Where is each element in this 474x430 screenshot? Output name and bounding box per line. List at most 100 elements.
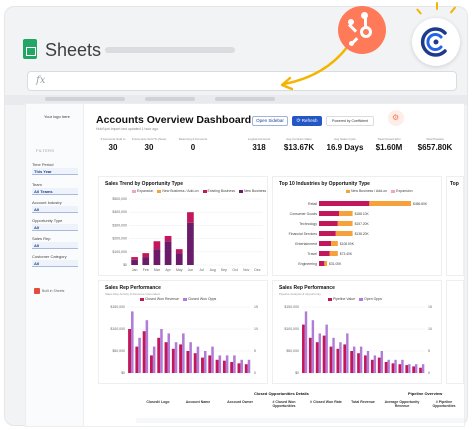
dashboard: Your logo here FILTERS Time Period This …: [26, 104, 464, 426]
table-header-cell: Average Opportunity Revenue: [384, 400, 420, 408]
value-label: $31.00K: [329, 262, 342, 266]
y2-tick-label: 0: [428, 371, 430, 375]
revenue-bar: [343, 344, 347, 373]
legend-swatch: [157, 189, 162, 193]
filter-label: Opportunity Type: [32, 218, 63, 223]
revenue-bar: [370, 359, 374, 373]
x-tick-label: Dec: [254, 268, 260, 272]
arrow-line: [282, 44, 350, 86]
legend-swatch: [346, 189, 350, 193]
app-title: Sheets: [45, 40, 102, 60]
bar-segment: [319, 231, 336, 236]
filter-sales-rep[interactable]: Sales Rep All: [32, 236, 78, 249]
revenue-bar: [128, 329, 132, 373]
pipeline-performance-chart: $0 0 $50,000 5 $100,000 10 $150,000 15: [284, 305, 432, 375]
opps-bar: [394, 359, 397, 373]
revenue-bar: [419, 367, 422, 373]
legend-swatch: [238, 189, 243, 193]
hubspot-node: [348, 19, 354, 25]
filter-customer-category[interactable]: Customer Category All: [32, 254, 78, 267]
table-header-cell: # Pipeline Opportunities: [432, 400, 456, 408]
filter-opportunity-type[interactable]: Opportunity Type All: [32, 218, 78, 231]
filter-value[interactable]: All: [32, 260, 78, 267]
revenue-bar: [364, 355, 367, 373]
kpi-row: # Accounts Sold to 30 # Accounts Sold To …: [90, 137, 462, 161]
x-tick-label: Jul: [199, 268, 204, 272]
kpi-label: Total Pipeline: [426, 137, 444, 141]
kpi-label: Total Closed Won: [377, 137, 401, 141]
opps-bar: [373, 355, 377, 373]
filter-value[interactable]: All: [32, 206, 78, 213]
bar-segment: [319, 211, 340, 216]
revenue-bar: [329, 346, 333, 373]
y-tick-label: $100,000: [284, 327, 299, 331]
y2-tick-label: 10: [254, 327, 258, 331]
opps-bar: [339, 342, 342, 373]
revenue-bar: [377, 357, 381, 373]
filter-team[interactable]: Team All Teams: [32, 182, 78, 195]
category-label: Financial Services: [289, 232, 318, 236]
legend-swatch: [132, 189, 136, 193]
bar-segment: [337, 221, 353, 226]
filters-heading: FILTERS: [36, 148, 55, 153]
legend-label: Closed Won Opps: [187, 297, 217, 301]
revenue-bar: [244, 364, 248, 373]
opps-bar: [311, 320, 315, 373]
opps-bar: [247, 359, 251, 373]
filter-value[interactable]: All: [32, 242, 78, 249]
opps-bar: [131, 311, 134, 373]
chart-legend: Closed Won Revenue Closed Won Opps: [137, 297, 216, 301]
dashboard-title: Accounts Overview Dashboard: [96, 114, 252, 126]
bar-segment: [187, 212, 194, 223]
revenue-bar: [171, 348, 175, 373]
y-tick-label: $50,000: [112, 349, 125, 353]
category-label: Consumer Goods: [290, 212, 318, 216]
legend-swatch: [359, 297, 364, 301]
opps-bar: [152, 346, 156, 373]
value-label: $157.20K: [355, 222, 370, 226]
filter-account-industry[interactable]: Account Industry All: [32, 200, 78, 213]
kpi-card: # Accounts Sold to 30: [90, 137, 136, 152]
powered-by-button[interactable]: Powered by Coefficient: [326, 116, 374, 126]
column-header-bar: [45, 97, 125, 101]
revenue-bar: [222, 360, 226, 373]
refresh-button[interactable]: ⟳Refresh: [292, 116, 322, 126]
bar-segment: [324, 261, 328, 266]
opps-bar: [138, 337, 141, 373]
bar-segment: [142, 253, 150, 258]
filter-label: Account Industry: [32, 200, 62, 205]
legend-swatch: [391, 189, 396, 193]
y-tick-label: $100,000: [110, 327, 125, 331]
opps-bar: [160, 329, 163, 373]
filter-value[interactable]: All Teams: [32, 188, 78, 195]
value-label: $456.80K: [413, 202, 428, 206]
kpi-card: Avg Sales Cycle 16.9 Days: [322, 137, 368, 152]
opps-bar: [415, 364, 418, 373]
table-row[interactable]: [136, 418, 464, 423]
filter-value[interactable]: All: [32, 224, 78, 231]
filter-time-period[interactable]: Time Period This Year: [32, 162, 78, 175]
formula-bar[interactable]: fx: [27, 71, 457, 91]
x-tick-label: Sep: [221, 268, 227, 272]
bar-segment: [369, 201, 411, 206]
refresh-icon: ⟳: [296, 118, 301, 124]
y-tick-label: $150,000: [284, 305, 299, 309]
chart-title: Sales Rep Performance: [279, 285, 335, 291]
opps-bar: [182, 333, 185, 373]
kpi-value: $1.60M: [375, 143, 403, 152]
kpi-value: 30: [108, 143, 118, 152]
revenue-bar: [384, 362, 388, 373]
filter-label: Customer Category: [32, 254, 67, 259]
coefficient-mark: [420, 27, 447, 57]
open-sidebar-button[interactable]: Open Sidebar: [252, 116, 288, 126]
bar-segment: [331, 241, 338, 246]
kpi-label: Avg Contract Value: [286, 137, 312, 141]
chart-title: Sales Rep Performance: [105, 285, 161, 291]
kpi-label: Avg Sales Cycle: [334, 137, 356, 141]
category-label: Travel: [307, 252, 317, 256]
x-tick-label: Apr: [165, 268, 171, 272]
kpi-label: Returning # Accounts: [178, 137, 208, 141]
legend-label: New Business / Add-on: [162, 189, 199, 193]
sparkle-ray: [436, 2, 438, 10]
filter-value[interactable]: This Year: [32, 168, 78, 175]
